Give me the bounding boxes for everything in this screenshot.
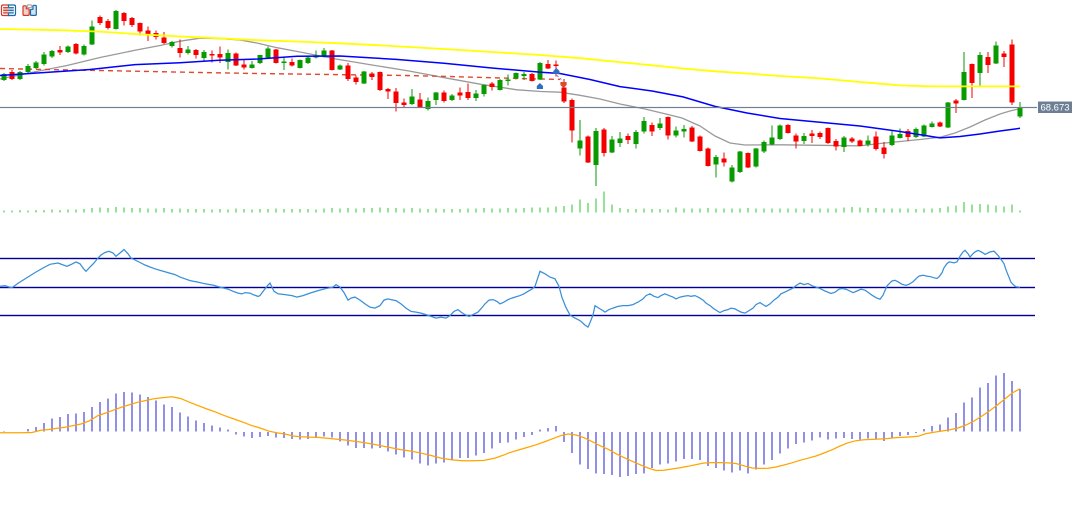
svg-text:68.673: 68.673 — [1040, 103, 1069, 114]
